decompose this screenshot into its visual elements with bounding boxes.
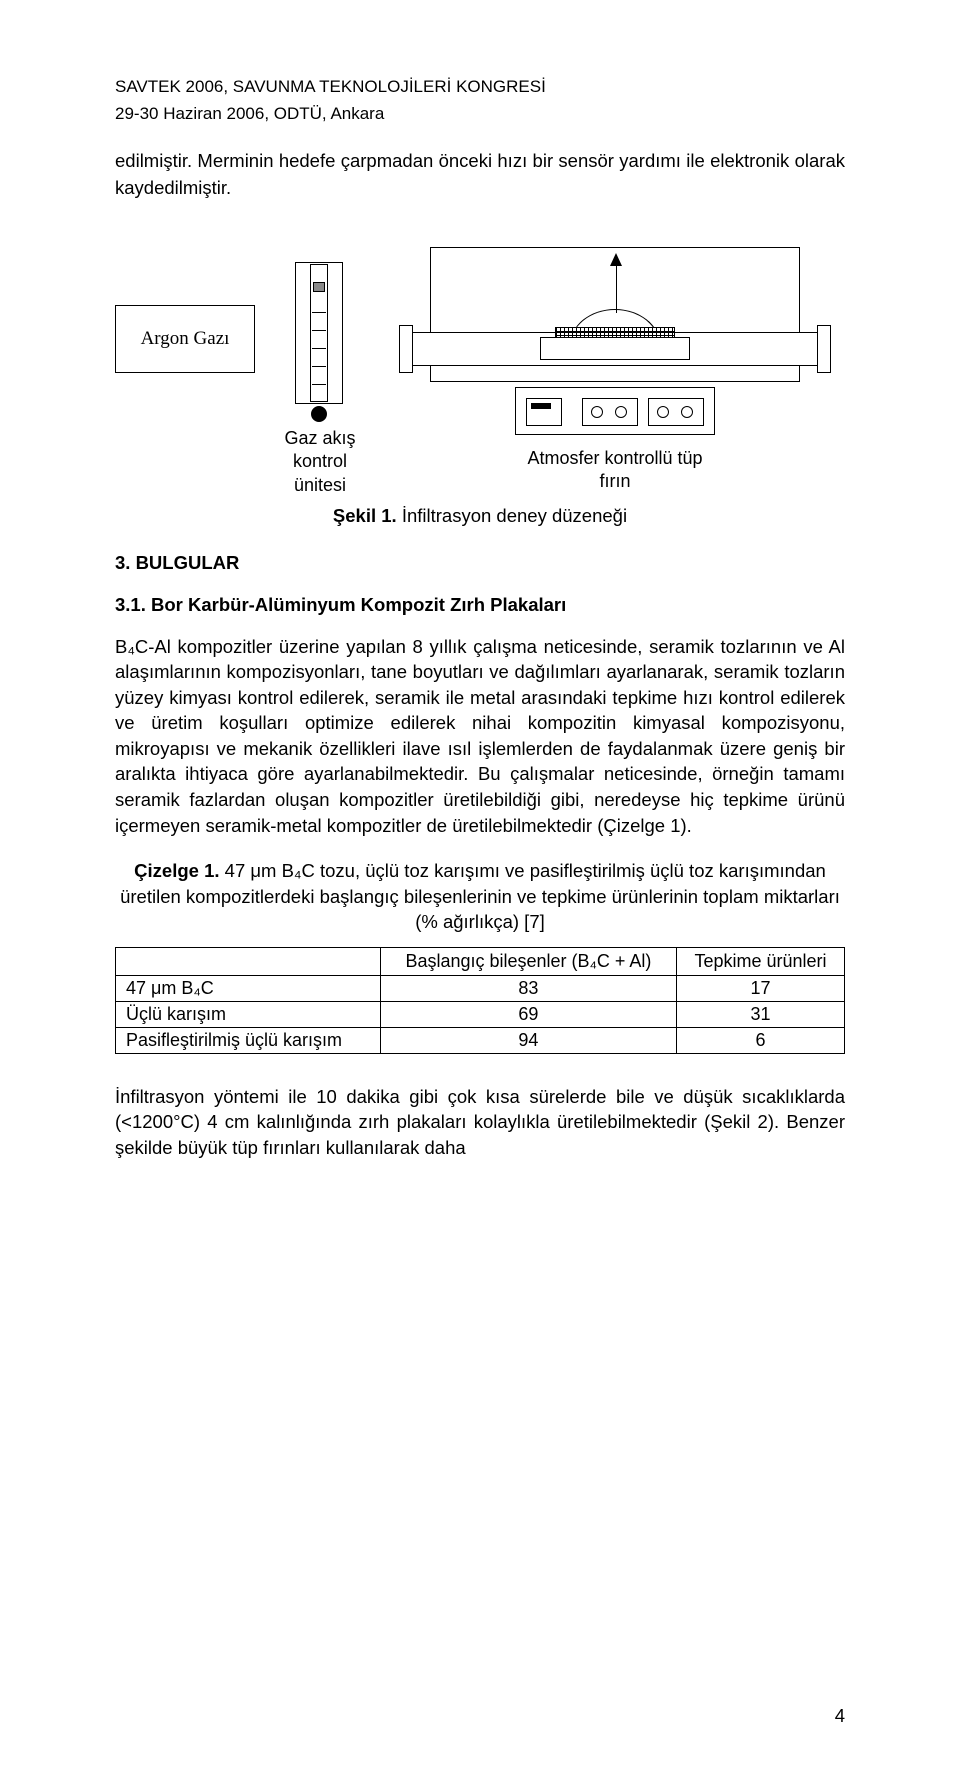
table-cell-label: Üçlü karışım: [116, 1001, 381, 1027]
body-paragraph: B₄C-Al kompozitler üzerine yapılan 8 yıl…: [115, 634, 845, 838]
closing-paragraph: İnfiltrasyon yöntemi ile 10 dakika gibi …: [115, 1084, 845, 1161]
section-heading: 3. BULGULAR: [115, 552, 845, 574]
figure-caption-text: İnfiltrasyon deney düzeneği: [397, 505, 627, 526]
header-line-1: SAVTEK 2006, SAVUNMA TEKNOLOJİLERİ KONGR…: [115, 75, 845, 100]
table-cell-label: 47 μm B₄C: [116, 975, 381, 1001]
table-cell-label: Pasifleştirilmiş üçlü karışım: [116, 1027, 381, 1053]
apparatus-diagram: Argon Gazı: [115, 232, 845, 497]
figure-caption-bold: Şekil 1.: [333, 505, 397, 526]
table-caption-bold: Çizelge 1.: [134, 860, 219, 881]
table-row: Üçlü karışım 69 31: [116, 1001, 845, 1027]
argon-gas-box: Argon Gazı: [115, 305, 255, 373]
table-cell-value: 94: [380, 1027, 676, 1053]
table-cell-value: 31: [677, 1001, 845, 1027]
table-cell-value: 17: [677, 975, 845, 1001]
furnace-label: Atmosfer kontrollü tüp fırın: [525, 447, 705, 494]
table-cell-value: 83: [380, 975, 676, 1001]
page-number: 4: [835, 1705, 845, 1727]
composition-table: Başlangıç bileşenler (B₄C + Al) Tepkime …: [115, 947, 845, 1054]
table-caption: Çizelge 1. 47 μm B₄C tozu, üçlü toz karı…: [115, 858, 845, 935]
table-header-col3: Tepkime ürünleri: [677, 947, 845, 975]
table-row: Pasifleştirilmiş üçlü karışım 94 6: [116, 1027, 845, 1053]
table-cell-value: 6: [677, 1027, 845, 1053]
flow-meter: [295, 262, 343, 422]
table-caption-text: 47 μm B₄C tozu, üçlü toz karışımı ve pas…: [120, 860, 840, 932]
table-row: 47 μm B₄C 83 17: [116, 975, 845, 1001]
table-header-col2: Başlangıç bileşenler (B₄C + Al): [380, 947, 676, 975]
table-header-empty: [116, 947, 381, 975]
flow-meter-label: Gaz akış kontrol ünitesi: [265, 427, 375, 497]
furnace-control-panel: [515, 387, 715, 435]
subsection-heading: 3.1. Bor Karbür-Alüminyum Kompozit Zırh …: [115, 594, 845, 616]
intro-paragraph: edilmiştir. Merminin hedefe çarpmadan ön…: [115, 148, 845, 202]
header-line-2: 29-30 Haziran 2006, ODTÜ, Ankara: [115, 102, 845, 127]
table-cell-value: 69: [380, 1001, 676, 1027]
tube-furnace: [405, 247, 825, 447]
figure-caption: Şekil 1. İnfiltrasyon deney düzeneği: [115, 505, 845, 527]
